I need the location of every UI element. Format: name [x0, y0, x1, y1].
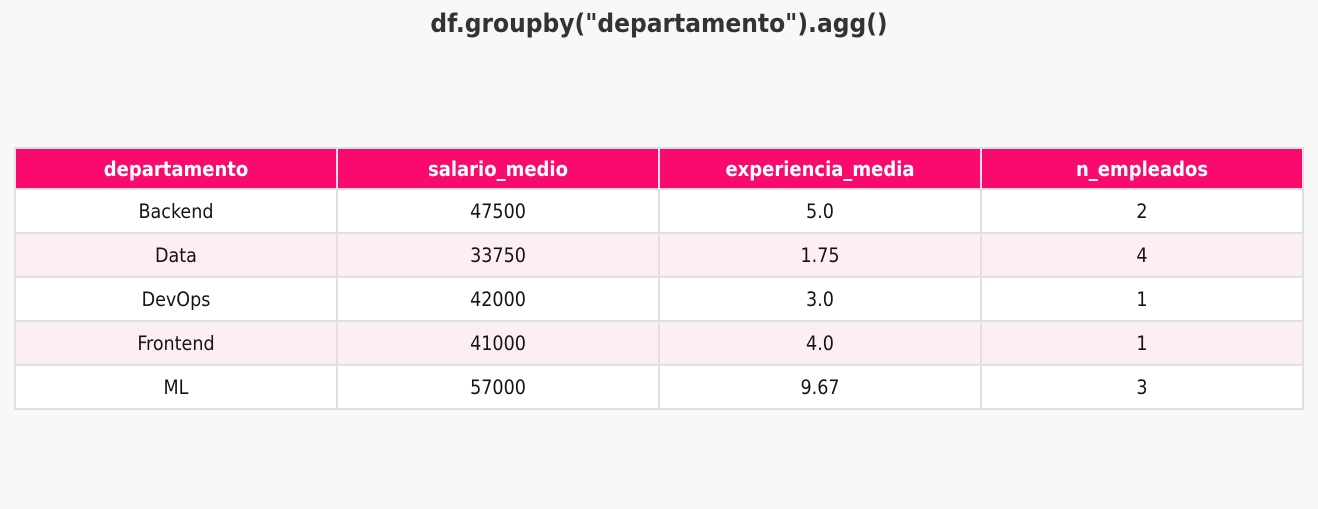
- table-header: departamento salario_medio experiencia_med…: [14, 147, 1304, 190]
- table-cell-departamento: Data: [14, 232, 338, 278]
- table-cell-departamento: ML: [14, 364, 338, 410]
- table-header-row: departamento salario_medio experiencia_med…: [14, 147, 1304, 190]
- table-cell-n_empleados: 3: [980, 364, 1304, 410]
- column-header-departamento: departamento: [14, 147, 338, 190]
- table-cell-salario_medio: 57000: [336, 364, 660, 410]
- table-cell-experiencia_media: 1.75: [658, 232, 982, 278]
- table-cell-salario_medio: 33750: [336, 232, 660, 278]
- table-row-Data: Data 33750 1.75 4: [14, 232, 1304, 278]
- chart-title: df.groupby("departamento").agg(): [430, 9, 888, 39]
- table-cell-experiencia_media: 4.0: [658, 320, 982, 366]
- table-cell-departamento: Frontend: [14, 320, 338, 366]
- table-cell-n_empleados: 4: [980, 232, 1304, 278]
- table-row-Frontend: Frontend 41000 4.0 1: [14, 320, 1304, 366]
- column-header-experiencia_media: experiencia_media: [658, 147, 982, 190]
- table-cell-salario_medio: 42000: [336, 276, 660, 322]
- table-cell-n_empleados: 2: [980, 188, 1304, 234]
- table-cell-departamento: Backend: [14, 188, 338, 234]
- table-cell-experiencia_media: 3.0: [658, 276, 982, 322]
- table-row-DevOps: DevOps 42000 3.0 1: [14, 276, 1304, 322]
- table-row-Backend: Backend 47500 5.0 2: [14, 188, 1304, 234]
- table-cell-departamento: DevOps: [14, 276, 338, 322]
- column-header-salario_medio: salario_medio: [336, 147, 660, 190]
- column-header-n_empleados: n_empleados: [980, 147, 1304, 190]
- table-cell-salario_medio: 41000: [336, 320, 660, 366]
- table-cell-salario_medio: 47500: [336, 188, 660, 234]
- table-cell-n_empleados: 1: [980, 320, 1304, 366]
- table-cell-experiencia_media: 5.0: [658, 188, 982, 234]
- groupby-result-table: departamento salario_medio experiencia_med…: [14, 147, 1304, 410]
- table-cell-experiencia_media: 9.67: [658, 364, 982, 410]
- table-body: Backend 47500 5.0 2 Data 33750 1.75 4 DevOps 4200…: [14, 188, 1304, 410]
- table-cell-n_empleados: 1: [980, 276, 1304, 322]
- table-row-ML: ML 57000 9.67 3: [14, 364, 1304, 410]
